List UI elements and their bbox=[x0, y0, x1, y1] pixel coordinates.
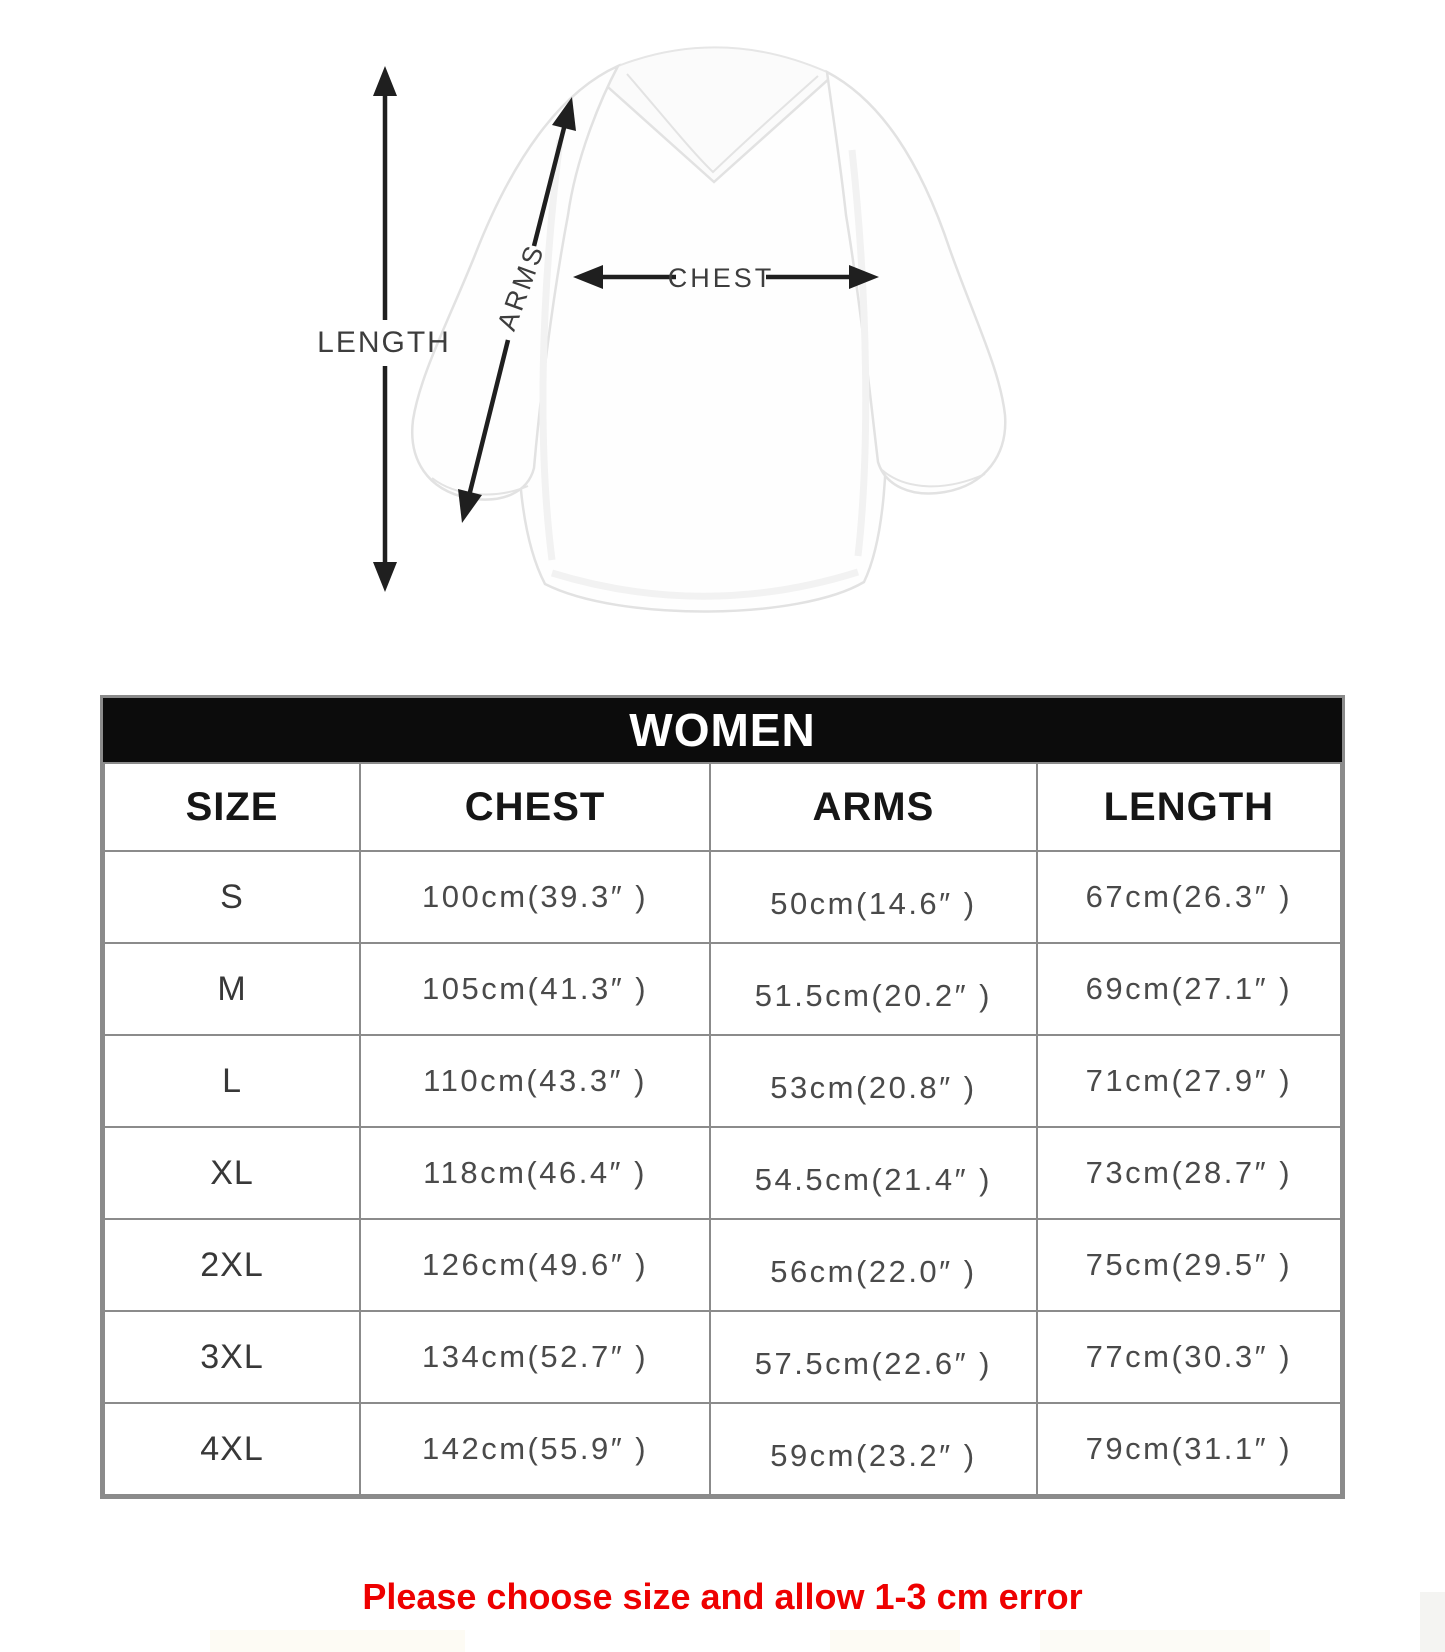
column-header-size: SIZE bbox=[102, 762, 362, 852]
size-cell: 2XL bbox=[102, 1218, 362, 1312]
size-error-note: Please choose size and allow 1-3 cm erro… bbox=[362, 1576, 1083, 1617]
arms-value: 57.5cm(22.6″ ) bbox=[754, 1346, 992, 1381]
arms-value: 53cm(20.8″ ) bbox=[770, 1070, 977, 1105]
bottom-strip bbox=[0, 1592, 1445, 1652]
arms-cell: 50cm(14.6″ ) bbox=[709, 850, 1038, 944]
length-arrow bbox=[373, 66, 397, 592]
column-header-length: LENGTH bbox=[1035, 762, 1343, 852]
chest-label: CHEST bbox=[668, 263, 775, 293]
column-header-chest: CHEST bbox=[359, 762, 712, 852]
size-cell: XL bbox=[102, 1126, 362, 1220]
size-table-grid: SIZE CHEST ARMS LENGTH S 100cm(39.3″ ) 5… bbox=[102, 762, 1343, 1496]
table-row-xl: XL 118cm(46.4″ ) 54.5cm(21.4″ ) 73cm(28.… bbox=[102, 1126, 1343, 1220]
chest-cell: 118cm(46.4″ ) bbox=[359, 1126, 712, 1220]
size-cell: S bbox=[102, 850, 362, 944]
chest-cell: 100cm(39.3″ ) bbox=[359, 850, 712, 944]
bottom-strip-fragment bbox=[830, 1630, 960, 1652]
table-row-2xl: 2XL 126cm(49.6″ ) 56cm(22.0″ ) 75cm(29.5… bbox=[102, 1218, 1343, 1312]
table-title-band: WOMEN bbox=[103, 698, 1342, 762]
length-cell: 69cm(27.1″ ) bbox=[1035, 942, 1343, 1036]
arms-cell: 54.5cm(21.4″ ) bbox=[709, 1126, 1038, 1220]
chest-cell: 110cm(43.3″ ) bbox=[359, 1034, 712, 1128]
length-label: LENGTH bbox=[317, 326, 451, 359]
chest-cell: 126cm(49.6″ ) bbox=[359, 1218, 712, 1312]
size-table: WOMEN SIZE CHEST ARMS LENGTH S 100cm(39.… bbox=[100, 695, 1345, 1499]
arms-cell: 51.5cm(20.2″ ) bbox=[709, 942, 1038, 1036]
chest-cell: 134cm(52.7″ ) bbox=[359, 1310, 712, 1404]
chest-cell: 105cm(41.3″ ) bbox=[359, 942, 712, 1036]
table-row-3xl: 3XL 134cm(52.7″ ) 57.5cm(22.6″ ) 77cm(30… bbox=[102, 1310, 1343, 1404]
header-row: SIZE CHEST ARMS LENGTH bbox=[102, 762, 1343, 852]
arms-value: 56cm(22.0″ ) bbox=[770, 1254, 977, 1289]
length-cell: 79cm(31.1″ ) bbox=[1035, 1402, 1343, 1496]
arms-cell: 53cm(20.8″ ) bbox=[709, 1034, 1038, 1128]
blouse-illustration bbox=[411, 46, 1007, 613]
arms-cell: 57.5cm(22.6″ ) bbox=[709, 1310, 1038, 1404]
column-header-arms: ARMS bbox=[709, 762, 1038, 852]
size-cell: 3XL bbox=[102, 1310, 362, 1404]
size-cell: M bbox=[102, 942, 362, 1036]
table-row-m: M 105cm(41.3″ ) 51.5cm(20.2″ ) 69cm(27.1… bbox=[102, 942, 1343, 1036]
chest-arrow bbox=[573, 265, 879, 289]
arms-value: 50cm(14.6″ ) bbox=[770, 886, 977, 921]
length-cell: 71cm(27.9″ ) bbox=[1035, 1034, 1343, 1128]
table-row-4xl: 4XL 142cm(55.9″ ) 59cm(23.2″ ) 79cm(31.1… bbox=[102, 1402, 1343, 1496]
bottom-strip-fragment bbox=[210, 1630, 465, 1652]
arms-value: 54.5cm(21.4″ ) bbox=[754, 1162, 992, 1197]
bottom-strip-fragment bbox=[1040, 1630, 1270, 1652]
length-cell: 73cm(28.7″ ) bbox=[1035, 1126, 1343, 1220]
size-cell: L bbox=[102, 1034, 362, 1128]
arms-cell: 56cm(22.0″ ) bbox=[709, 1218, 1038, 1312]
length-cell: 75cm(29.5″ ) bbox=[1035, 1218, 1343, 1312]
size-cell: 4XL bbox=[102, 1402, 362, 1496]
arms-arrow bbox=[458, 97, 576, 523]
garment-measurement-diagram: LENGTH ARMS CHEST bbox=[317, 46, 1007, 613]
length-cell: 67cm(26.3″ ) bbox=[1035, 850, 1343, 944]
table-row-s: S 100cm(39.3″ ) 50cm(14.6″ ) 67cm(26.3″ … bbox=[102, 850, 1343, 944]
length-cell: 77cm(30.3″ ) bbox=[1035, 1310, 1343, 1404]
table-row-l: L 110cm(43.3″ ) 53cm(20.8″ ) 71cm(27.9″ … bbox=[102, 1034, 1343, 1128]
chest-cell: 142cm(55.9″ ) bbox=[359, 1402, 712, 1496]
bottom-strip-fragment bbox=[1420, 1592, 1445, 1652]
arms-value: 59cm(23.2″ ) bbox=[770, 1438, 977, 1473]
arms-cell: 59cm(23.2″ ) bbox=[709, 1402, 1038, 1496]
arms-value: 51.5cm(20.2″ ) bbox=[754, 978, 992, 1013]
